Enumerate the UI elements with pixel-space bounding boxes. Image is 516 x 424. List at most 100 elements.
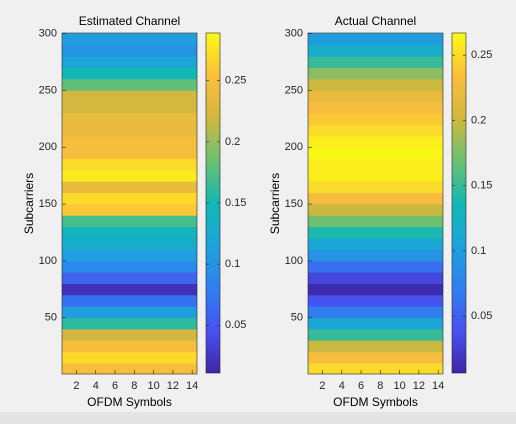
- x-tick-label: 12: [413, 380, 425, 392]
- y-axis-label: Subcarriers: [268, 173, 282, 234]
- heat-cell: [308, 169, 443, 182]
- heat-cell: [62, 294, 197, 307]
- heat-cell: [308, 271, 443, 284]
- heat-cell: [308, 135, 443, 148]
- x-tick-label: 8: [377, 380, 383, 392]
- colorbar-label: 0.2: [225, 136, 240, 148]
- heat-cell: [62, 226, 197, 239]
- title: Estimated Channel: [79, 14, 180, 28]
- heat-cell: [308, 192, 443, 205]
- heat-cell: [308, 203, 443, 216]
- heat-cell: [308, 78, 443, 91]
- x-tick-label: 10: [393, 380, 405, 392]
- colorbar-label: 0.25: [225, 75, 246, 87]
- x-tick-label: 2: [73, 380, 79, 392]
- colorbar-label: 0.15: [471, 180, 492, 192]
- x-tick-label: 6: [358, 380, 364, 392]
- heat-cell: [62, 260, 197, 273]
- colorbar-label: 0.15: [225, 197, 246, 209]
- y-tick-label: 200: [285, 141, 303, 153]
- heat-cell: [308, 237, 443, 250]
- x-tick-label: 2: [319, 380, 325, 392]
- heat-cell: [62, 237, 197, 250]
- y-tick-label: 50: [45, 312, 57, 324]
- heat-cell: [62, 146, 197, 159]
- heat-cell: [62, 169, 197, 182]
- y-tick-label: 250: [39, 84, 57, 96]
- heat-cell: [62, 351, 197, 364]
- y-tick-label: 50: [291, 312, 303, 324]
- heat-cell: [308, 260, 443, 273]
- x-tick-label: 10: [147, 380, 159, 392]
- heat-cell: [308, 294, 443, 307]
- y-tick-label: 200: [39, 141, 57, 153]
- colorbar-label: 0.05: [225, 319, 246, 331]
- heat-cell: [308, 112, 443, 125]
- heat-cell: [62, 124, 197, 137]
- heat-cell: [62, 181, 197, 194]
- heat-cell: [62, 78, 197, 91]
- heat-cell: [308, 317, 443, 330]
- heat-cell: [308, 249, 443, 262]
- colorbar-label: 0.2: [471, 114, 486, 126]
- heat-cell: [62, 271, 197, 284]
- colorbar-label: 0.05: [471, 310, 492, 322]
- heat-cell: [308, 158, 443, 171]
- y-tick-label: 100: [285, 255, 303, 267]
- y-tick-label: 100: [39, 255, 57, 267]
- heat-cell: [62, 328, 197, 341]
- title: Actual Channel: [335, 14, 416, 28]
- heatmap: [62, 33, 197, 374]
- heat-cell: [62, 215, 197, 228]
- heat-cell: [62, 44, 197, 57]
- heat-cell: [308, 215, 443, 228]
- heat-cell: [62, 158, 197, 171]
- colorbar-label: 0.1: [471, 245, 486, 257]
- colorbar-label: 0.25: [471, 49, 492, 61]
- status-strip: [0, 412, 516, 424]
- x-tick-label: 6: [112, 380, 118, 392]
- y-axis-label: Subcarriers: [22, 173, 36, 234]
- x-tick-label: 4: [339, 380, 345, 392]
- heat-cell: [62, 203, 197, 216]
- colorbar-label: 0.1: [225, 258, 240, 270]
- x-tick-label: 4: [93, 380, 99, 392]
- heat-cell: [308, 351, 443, 364]
- heat-cell: [308, 146, 443, 159]
- x-tick-label: 14: [186, 380, 198, 392]
- heat-cell: [308, 181, 443, 194]
- heat-cell: [62, 362, 197, 374]
- heat-cell: [62, 90, 197, 103]
- heat-cell: [62, 67, 197, 80]
- heat-cell: [308, 328, 443, 341]
- heat-cell: [62, 317, 197, 330]
- heat-cell: [308, 101, 443, 114]
- heat-cell: [308, 33, 443, 46]
- heat-cell: [308, 90, 443, 103]
- heat-cell: [308, 124, 443, 137]
- heat-cell: [308, 44, 443, 57]
- y-tick-label: 300: [39, 27, 57, 39]
- heat-cell: [62, 135, 197, 148]
- x-tick-label: 14: [432, 380, 444, 392]
- heat-cell: [308, 306, 443, 319]
- heat-cell: [62, 340, 197, 353]
- heat-cell: [62, 306, 197, 319]
- heat-cell: [62, 249, 197, 262]
- heat-cell: [62, 283, 197, 296]
- heat-cell: [308, 362, 443, 374]
- heat-cell: [308, 67, 443, 80]
- x-tick-label: 8: [131, 380, 137, 392]
- colorbar: [451, 32, 467, 374]
- heat-cell: [62, 33, 197, 46]
- heat-cell: [308, 226, 443, 239]
- heat-cell: [62, 56, 197, 68]
- heatmap: [308, 33, 443, 374]
- heat-cell: [308, 56, 443, 68]
- y-tick-label: 300: [285, 27, 303, 39]
- heat-cell: [308, 283, 443, 296]
- y-tick-label: 150: [285, 198, 303, 210]
- heat-cell: [62, 112, 197, 125]
- axes-box: [307, 32, 444, 375]
